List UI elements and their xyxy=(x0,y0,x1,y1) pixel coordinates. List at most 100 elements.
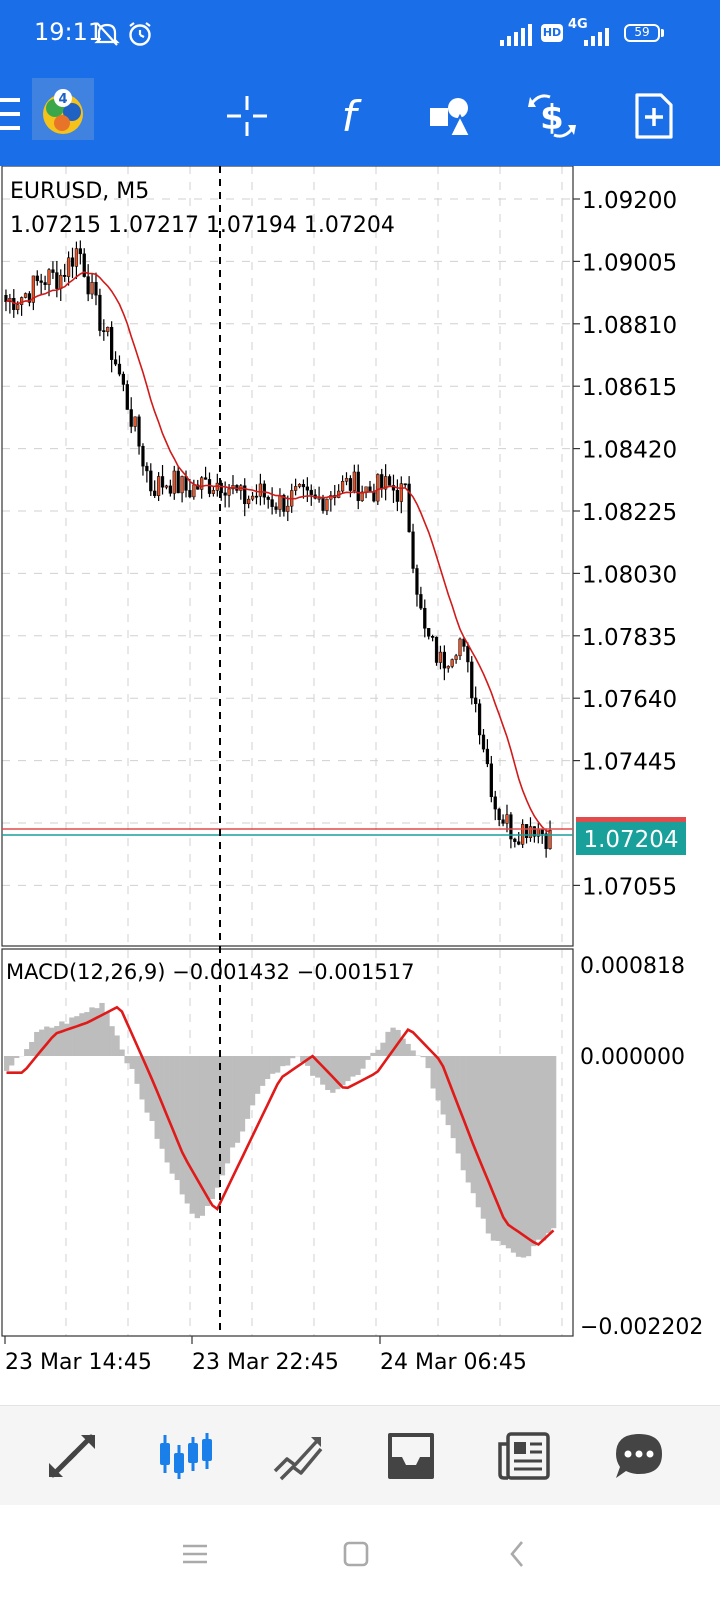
macd-histogram-bar xyxy=(99,1002,105,1056)
macd-histogram-bar xyxy=(134,1056,140,1084)
candle-bearish xyxy=(39,280,43,283)
nav-quotes[interactable] xyxy=(36,1420,108,1492)
macd-histogram-bar xyxy=(505,1056,512,1249)
candle-bearish xyxy=(254,495,259,498)
price-tick-label: 1.08225 xyxy=(582,500,677,526)
candle-bullish xyxy=(59,274,63,289)
chart-area[interactable]: 1.09200 1.09005 1.08810 1.08615 1.08420 1.082… xyxy=(0,165,720,1406)
candle-bearish xyxy=(407,483,411,533)
objects-shapes-icon xyxy=(430,98,472,137)
macd-histogram-bar xyxy=(189,1056,195,1214)
macd-histogram-bar xyxy=(74,1016,80,1056)
nav-trade[interactable] xyxy=(262,1420,334,1492)
candle-bullish xyxy=(360,491,364,501)
candle-bearish xyxy=(387,476,392,486)
candle-bullish xyxy=(200,477,204,490)
back-button[interactable] xyxy=(494,1531,540,1577)
candle-bearish xyxy=(153,490,157,496)
candle-bearish xyxy=(474,697,478,705)
objects-button[interactable] xyxy=(418,84,482,148)
macd-histogram-bar xyxy=(104,1012,110,1056)
candle-bullish xyxy=(458,638,462,657)
macd-histogram-bar xyxy=(440,1056,446,1115)
macd-histogram-bar xyxy=(375,1049,381,1056)
macd-tick-label: 0.000000 xyxy=(580,1045,685,1070)
macd-histogram-bar xyxy=(425,1056,431,1069)
chart-icon xyxy=(160,1433,212,1479)
candle-bearish xyxy=(141,445,145,467)
macd-histogram-bar xyxy=(124,1056,130,1064)
home-button[interactable] xyxy=(333,1531,379,1577)
macd-histogram-bar xyxy=(480,1056,487,1219)
macd-histogram-bar xyxy=(465,1056,471,1183)
battery-icon: 59 xyxy=(624,24,660,42)
candle-bearish xyxy=(121,373,126,385)
symbol-button[interactable]: $ xyxy=(520,84,584,148)
macd-histogram-bar xyxy=(69,1017,75,1056)
macd-histogram-bar xyxy=(64,1023,70,1056)
menu-icon[interactable] xyxy=(0,98,22,132)
macd-histogram-bar xyxy=(109,1026,115,1056)
candle-bearish xyxy=(423,607,427,629)
macd-histogram-bar xyxy=(495,1056,502,1241)
candle-bearish xyxy=(270,499,274,507)
price-tick-label: 1.08810 xyxy=(582,313,677,339)
svg-text:f: f xyxy=(342,92,363,141)
recent-apps-button[interactable] xyxy=(172,1531,218,1577)
candle-bullish xyxy=(74,248,79,267)
macd-histogram-bar xyxy=(315,1056,321,1078)
macd-histogram-bar xyxy=(194,1056,201,1219)
macd-histogram-bar xyxy=(500,1056,507,1246)
price-chart[interactable]: 1.09200 1.09005 1.08810 1.08615 1.08420 1.082… xyxy=(0,165,720,1406)
crosshair-button[interactable] xyxy=(215,84,279,148)
candle-bearish xyxy=(117,363,122,375)
macd-histogram-bar xyxy=(335,1056,341,1090)
crosshair-icon xyxy=(227,96,267,136)
candle-bearish xyxy=(391,485,396,491)
macd-histogram-bar xyxy=(320,1056,326,1085)
nav-chat[interactable] xyxy=(603,1420,675,1492)
nav-news[interactable] xyxy=(488,1420,560,1492)
menu-lines-icon xyxy=(183,1544,207,1564)
new-order-icon xyxy=(635,93,673,139)
bell-off-icon xyxy=(94,22,120,46)
new-order-button[interactable] xyxy=(622,84,686,148)
candle-bullish xyxy=(399,483,403,502)
candle-bullish xyxy=(250,495,255,500)
macd-histogram-bar xyxy=(179,1056,185,1195)
status-time: 19:11 xyxy=(34,18,104,46)
battery-level: 59 xyxy=(634,25,650,39)
macd-histogram-bar xyxy=(144,1056,150,1113)
app-logo[interactable]: 4 xyxy=(32,78,94,140)
nav-history[interactable] xyxy=(375,1420,447,1492)
indicators-button[interactable]: f xyxy=(317,84,381,148)
macd-histogram-bar xyxy=(340,1056,346,1086)
candle-bullish xyxy=(106,326,110,332)
top-toolbar: 4 f $ xyxy=(0,66,720,166)
candle-bullish xyxy=(156,476,161,496)
macd-histogram-bar xyxy=(89,1007,95,1056)
candle-bearish xyxy=(501,819,505,824)
macd-histogram-bar xyxy=(530,1056,537,1247)
macd-histogram-bar xyxy=(545,1056,552,1234)
macd-histogram-bar xyxy=(249,1056,256,1106)
candle-bullish xyxy=(446,666,450,669)
candle-bearish xyxy=(485,748,490,765)
candle-bullish xyxy=(528,826,533,838)
candle-bearish xyxy=(219,482,223,494)
macd-histogram-bar xyxy=(164,1056,170,1163)
macd-histogram-bar xyxy=(154,1056,160,1139)
macd-chart-frame xyxy=(1,948,574,1337)
macd-histogram-bar xyxy=(204,1056,211,1206)
candle-bearish xyxy=(434,636,439,663)
candle-bullish xyxy=(258,483,263,497)
candle-bearish xyxy=(113,359,118,365)
candle-bullish xyxy=(90,281,94,295)
candle-bearish xyxy=(411,531,415,569)
candle-bearish xyxy=(356,471,360,501)
nav-chart[interactable] xyxy=(149,1420,221,1492)
time-axis-label: 23 Mar 22:45 xyxy=(192,1350,339,1375)
moving-average-line xyxy=(5,271,551,833)
candle-bullish xyxy=(450,659,454,667)
macd-histogram-bar xyxy=(310,1056,316,1076)
